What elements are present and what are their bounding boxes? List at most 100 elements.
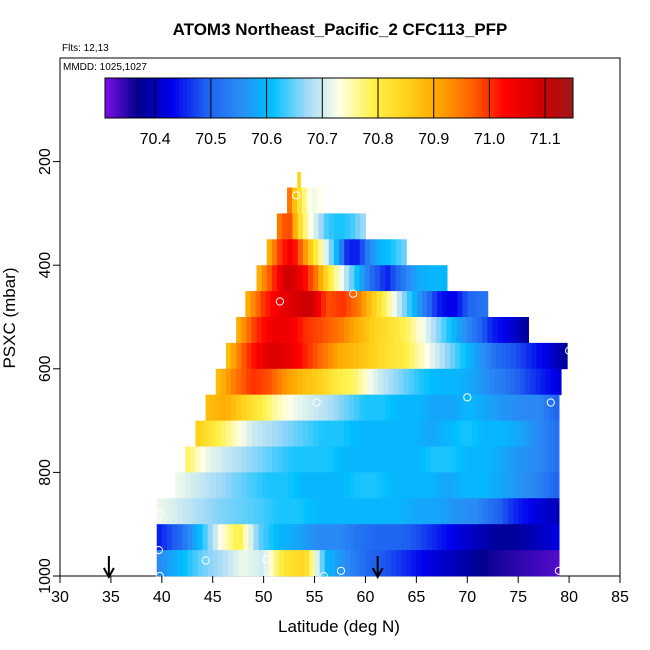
heatmap-cell	[513, 498, 519, 525]
heatmap-cell	[350, 524, 356, 551]
heatmap-cell	[400, 472, 406, 499]
heatmap-cell	[297, 213, 304, 240]
heatmap-cell	[246, 368, 252, 396]
heatmap-cell	[425, 446, 432, 473]
heatmap-cell	[467, 291, 474, 318]
heatmap-cell	[200, 472, 207, 499]
colorbar-segment	[202, 78, 207, 118]
heatmap-cell	[420, 446, 427, 473]
heatmap-cell	[317, 342, 324, 370]
heatmap-cell	[466, 446, 473, 473]
heatmap-cell	[415, 420, 422, 447]
heatmap-cell	[383, 368, 389, 396]
heatmap-cell	[523, 524, 529, 551]
heatmap-cell	[349, 265, 355, 292]
heatmap-cell	[426, 265, 433, 292]
sample-point	[349, 289, 358, 298]
heatmap-cell	[446, 498, 453, 525]
colorbar-segment	[370, 78, 375, 118]
colorbar-segment	[171, 78, 176, 118]
heatmap-cell	[472, 550, 479, 577]
colorbar-segment	[163, 78, 168, 118]
colorbar-segment	[354, 78, 359, 118]
heatmap-cell	[553, 550, 560, 577]
heatmap-cell	[350, 498, 356, 525]
heatmap-cell	[334, 498, 341, 525]
heatmap-cell	[459, 368, 466, 396]
heatmap-cell	[420, 472, 427, 499]
heatmap-cell	[328, 446, 335, 473]
heatmap-cell	[212, 498, 219, 525]
heatmap-cell	[474, 368, 481, 396]
heatmap-cell	[345, 524, 351, 551]
heatmap-cell	[331, 291, 337, 318]
colorbar-segment	[420, 78, 426, 118]
heatmap-cell	[446, 550, 453, 577]
heatmap-cell	[319, 498, 326, 525]
heatmap-cell	[512, 394, 519, 421]
heatmap-cell	[370, 550, 377, 577]
heatmap-cell	[304, 524, 311, 551]
heatmap-cell	[515, 368, 521, 396]
heatmap-cell	[447, 291, 453, 318]
heatmap-cell	[466, 472, 473, 499]
colorbar-segment	[374, 78, 379, 118]
colorbar-segment	[159, 78, 164, 118]
heatmap-cell	[410, 265, 417, 292]
heatmap-cell	[195, 472, 202, 499]
heatmap-cell	[292, 446, 299, 473]
heatmap-cell	[369, 472, 376, 499]
colorbar-segment	[444, 78, 449, 118]
heatmap-cell	[202, 498, 209, 525]
colorbar-segment	[362, 78, 367, 118]
heatmap-cell	[414, 342, 421, 370]
heatmap-cell	[277, 472, 284, 499]
heatmap-cell	[374, 472, 381, 499]
heatmap-cell	[446, 472, 453, 499]
heatmap-cell	[339, 213, 346, 240]
heatmap-cell	[546, 342, 553, 370]
colorbar-segment	[268, 78, 274, 118]
heatmap-cell	[228, 498, 234, 525]
arrow-markers	[102, 556, 384, 580]
heatmap-cell	[190, 446, 197, 473]
colorbar-segment	[120, 78, 125, 118]
heatmap-cell	[425, 317, 432, 344]
heatmap-cell	[343, 472, 350, 499]
heatmap-cell	[380, 524, 387, 551]
heatmap-cell	[177, 550, 183, 577]
x-tick-label: 30	[51, 589, 69, 606]
x-tick-label: 45	[204, 589, 222, 606]
y-axis-label: PSXC (mbar)	[0, 267, 19, 368]
heatmap-cell	[410, 394, 417, 421]
heatmap-cell	[374, 394, 381, 421]
x-tick-label: 85	[611, 589, 629, 606]
heatmap-cell	[272, 317, 278, 344]
heatmap-cell	[517, 394, 524, 421]
heatmap-cell	[284, 498, 290, 525]
x-axis: 30 35 40 45 50 55 60 65 70 75 80 85	[51, 576, 629, 606]
colorbar-tick-label: 70.7	[307, 131, 338, 148]
heatmap-cell	[543, 394, 550, 421]
heatmap-cell	[395, 446, 401, 473]
heatmap-cell	[441, 498, 448, 525]
y-tick-label: 200	[37, 148, 54, 175]
heatmap-cell	[253, 498, 260, 525]
heatmap-cell	[420, 317, 427, 344]
heatmap-cell	[338, 265, 345, 292]
heatmap-cell	[518, 317, 524, 344]
heatmap-cell	[287, 187, 293, 214]
heatmap-cell	[197, 550, 204, 577]
heatmap-cell	[246, 317, 253, 344]
heatmap-cell	[452, 291, 458, 318]
colorbar-segment	[518, 78, 523, 118]
heatmap-cell	[428, 368, 435, 396]
heatmap-cell	[267, 472, 273, 499]
heatmap-cell	[518, 498, 524, 525]
heatmap-cell	[492, 317, 499, 344]
colorbar-segment	[506, 78, 512, 118]
heatmap-cell	[456, 446, 463, 473]
heatmap-cell	[205, 446, 212, 473]
heatmap-cell	[359, 239, 366, 266]
heatmap-cell	[535, 368, 542, 396]
